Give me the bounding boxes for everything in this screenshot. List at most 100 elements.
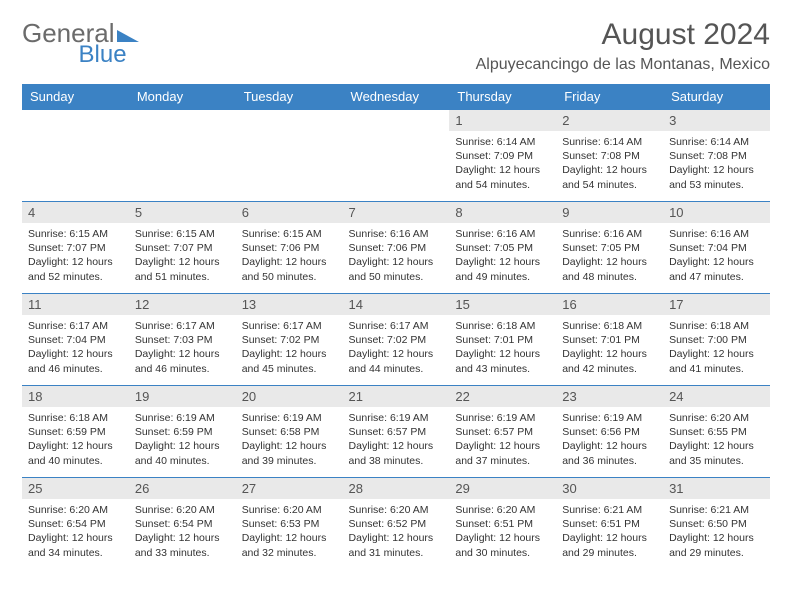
calendar-cell: 4Sunrise: 6:15 AMSunset: 7:07 PMDaylight… <box>22 202 129 294</box>
day-content: Sunrise: 6:18 AMSunset: 7:01 PMDaylight:… <box>556 315 663 380</box>
calendar-cell: 14Sunrise: 6:17 AMSunset: 7:02 PMDayligh… <box>343 294 450 386</box>
calendar-row: 4Sunrise: 6:15 AMSunset: 7:07 PMDaylight… <box>22 202 770 294</box>
day-content: Sunrise: 6:14 AMSunset: 7:08 PMDaylight:… <box>556 131 663 196</box>
weekday-header: Monday <box>129 84 236 110</box>
day-number: 30 <box>556 478 663 499</box>
day-number: 31 <box>663 478 770 499</box>
calendar-cell: 6Sunrise: 6:15 AMSunset: 7:06 PMDaylight… <box>236 202 343 294</box>
calendar-cell: 22Sunrise: 6:19 AMSunset: 6:57 PMDayligh… <box>449 386 556 478</box>
weekday-header: Thursday <box>449 84 556 110</box>
day-number: 29 <box>449 478 556 499</box>
weekday-header: Saturday <box>663 84 770 110</box>
day-number: 13 <box>236 294 343 315</box>
day-number: 10 <box>663 202 770 223</box>
day-content: Sunrise: 6:16 AMSunset: 7:05 PMDaylight:… <box>449 223 556 288</box>
day-number: 22 <box>449 386 556 407</box>
calendar-cell: 18Sunrise: 6:18 AMSunset: 6:59 PMDayligh… <box>22 386 129 478</box>
calendar-cell: 27Sunrise: 6:20 AMSunset: 6:53 PMDayligh… <box>236 478 343 570</box>
day-number: 14 <box>343 294 450 315</box>
calendar-row: 11Sunrise: 6:17 AMSunset: 7:04 PMDayligh… <box>22 294 770 386</box>
day-content: Sunrise: 6:15 AMSunset: 7:07 PMDaylight:… <box>129 223 236 288</box>
day-number: 23 <box>556 386 663 407</box>
calendar-cell: 25Sunrise: 6:20 AMSunset: 6:54 PMDayligh… <box>22 478 129 570</box>
day-number: 19 <box>129 386 236 407</box>
weekday-header: Tuesday <box>236 84 343 110</box>
day-content: Sunrise: 6:19 AMSunset: 6:56 PMDaylight:… <box>556 407 663 472</box>
day-content: Sunrise: 6:18 AMSunset: 7:01 PMDaylight:… <box>449 315 556 380</box>
calendar-cell: 11Sunrise: 6:17 AMSunset: 7:04 PMDayligh… <box>22 294 129 386</box>
day-number: 11 <box>22 294 129 315</box>
calendar-cell: 30Sunrise: 6:21 AMSunset: 6:51 PMDayligh… <box>556 478 663 570</box>
calendar-cell: 21Sunrise: 6:19 AMSunset: 6:57 PMDayligh… <box>343 386 450 478</box>
day-content: Sunrise: 6:21 AMSunset: 6:50 PMDaylight:… <box>663 499 770 564</box>
day-number: 1 <box>449 110 556 131</box>
day-content: Sunrise: 6:18 AMSunset: 7:00 PMDaylight:… <box>663 315 770 380</box>
day-content: Sunrise: 6:17 AMSunset: 7:02 PMDaylight:… <box>343 315 450 380</box>
calendar-header: SundayMondayTuesdayWednesdayThursdayFrid… <box>22 84 770 110</box>
day-content: Sunrise: 6:16 AMSunset: 7:06 PMDaylight:… <box>343 223 450 288</box>
day-number: 17 <box>663 294 770 315</box>
weekday-header: Friday <box>556 84 663 110</box>
day-content: Sunrise: 6:20 AMSunset: 6:54 PMDaylight:… <box>129 499 236 564</box>
day-content: Sunrise: 6:20 AMSunset: 6:52 PMDaylight:… <box>343 499 450 564</box>
calendar-cell: 8Sunrise: 6:16 AMSunset: 7:05 PMDaylight… <box>449 202 556 294</box>
day-content: Sunrise: 6:15 AMSunset: 7:06 PMDaylight:… <box>236 223 343 288</box>
day-number: 25 <box>22 478 129 499</box>
day-number: 8 <box>449 202 556 223</box>
day-number: 26 <box>129 478 236 499</box>
day-content: Sunrise: 6:19 AMSunset: 6:57 PMDaylight:… <box>449 407 556 472</box>
month-title: August 2024 <box>476 18 770 52</box>
day-number: 20 <box>236 386 343 407</box>
day-content: Sunrise: 6:14 AMSunset: 7:09 PMDaylight:… <box>449 131 556 196</box>
day-content: Sunrise: 6:19 AMSunset: 6:57 PMDaylight:… <box>343 407 450 472</box>
day-content: Sunrise: 6:14 AMSunset: 7:08 PMDaylight:… <box>663 131 770 196</box>
weekday-header: Wednesday <box>343 84 450 110</box>
day-content: Sunrise: 6:19 AMSunset: 6:58 PMDaylight:… <box>236 407 343 472</box>
calendar-cell: 7Sunrise: 6:16 AMSunset: 7:06 PMDaylight… <box>343 202 450 294</box>
calendar-cell: 24Sunrise: 6:20 AMSunset: 6:55 PMDayligh… <box>663 386 770 478</box>
header: General Blue August 2024 Alpuyecancingo … <box>22 18 770 74</box>
day-content: Sunrise: 6:19 AMSunset: 6:59 PMDaylight:… <box>129 407 236 472</box>
weekday-header: Sunday <box>22 84 129 110</box>
day-number: 24 <box>663 386 770 407</box>
day-number: 16 <box>556 294 663 315</box>
logo-text-2: Blue <box>79 41 127 69</box>
calendar-cell: 28Sunrise: 6:20 AMSunset: 6:52 PMDayligh… <box>343 478 450 570</box>
calendar-cell: 15Sunrise: 6:18 AMSunset: 7:01 PMDayligh… <box>449 294 556 386</box>
day-content: Sunrise: 6:20 AMSunset: 6:53 PMDaylight:… <box>236 499 343 564</box>
day-number: 4 <box>22 202 129 223</box>
day-content: Sunrise: 6:16 AMSunset: 7:04 PMDaylight:… <box>663 223 770 288</box>
day-number: 5 <box>129 202 236 223</box>
day-number: 6 <box>236 202 343 223</box>
calendar-cell: 23Sunrise: 6:19 AMSunset: 6:56 PMDayligh… <box>556 386 663 478</box>
calendar-cell: 12Sunrise: 6:17 AMSunset: 7:03 PMDayligh… <box>129 294 236 386</box>
calendar-cell: 5Sunrise: 6:15 AMSunset: 7:07 PMDaylight… <box>129 202 236 294</box>
day-content: Sunrise: 6:15 AMSunset: 7:07 PMDaylight:… <box>22 223 129 288</box>
day-number: 18 <box>22 386 129 407</box>
calendar-body: ....1Sunrise: 6:14 AMSunset: 7:09 PMDayl… <box>22 110 770 570</box>
calendar-cell: 17Sunrise: 6:18 AMSunset: 7:00 PMDayligh… <box>663 294 770 386</box>
day-content: Sunrise: 6:20 AMSunset: 6:54 PMDaylight:… <box>22 499 129 564</box>
calendar-cell: 3Sunrise: 6:14 AMSunset: 7:08 PMDaylight… <box>663 110 770 202</box>
calendar-cell: . <box>129 110 236 202</box>
title-block: August 2024 Alpuyecancingo de las Montan… <box>476 18 770 74</box>
day-number: 7 <box>343 202 450 223</box>
calendar-cell: . <box>22 110 129 202</box>
calendar-cell: . <box>236 110 343 202</box>
location: Alpuyecancingo de las Montanas, Mexico <box>476 56 770 74</box>
calendar-table: SundayMondayTuesdayWednesdayThursdayFrid… <box>22 84 770 570</box>
day-content: Sunrise: 6:17 AMSunset: 7:02 PMDaylight:… <box>236 315 343 380</box>
day-number: 9 <box>556 202 663 223</box>
calendar-cell: 9Sunrise: 6:16 AMSunset: 7:05 PMDaylight… <box>556 202 663 294</box>
day-number: 27 <box>236 478 343 499</box>
day-content: Sunrise: 6:16 AMSunset: 7:05 PMDaylight:… <box>556 223 663 288</box>
calendar-cell: 1Sunrise: 6:14 AMSunset: 7:09 PMDaylight… <box>449 110 556 202</box>
day-number: 15 <box>449 294 556 315</box>
calendar-cell: 20Sunrise: 6:19 AMSunset: 6:58 PMDayligh… <box>236 386 343 478</box>
calendar-cell: 2Sunrise: 6:14 AMSunset: 7:08 PMDaylight… <box>556 110 663 202</box>
calendar-cell: 29Sunrise: 6:20 AMSunset: 6:51 PMDayligh… <box>449 478 556 570</box>
calendar-cell: 19Sunrise: 6:19 AMSunset: 6:59 PMDayligh… <box>129 386 236 478</box>
calendar-row: 25Sunrise: 6:20 AMSunset: 6:54 PMDayligh… <box>22 478 770 570</box>
day-content: Sunrise: 6:21 AMSunset: 6:51 PMDaylight:… <box>556 499 663 564</box>
calendar-cell: 31Sunrise: 6:21 AMSunset: 6:50 PMDayligh… <box>663 478 770 570</box>
